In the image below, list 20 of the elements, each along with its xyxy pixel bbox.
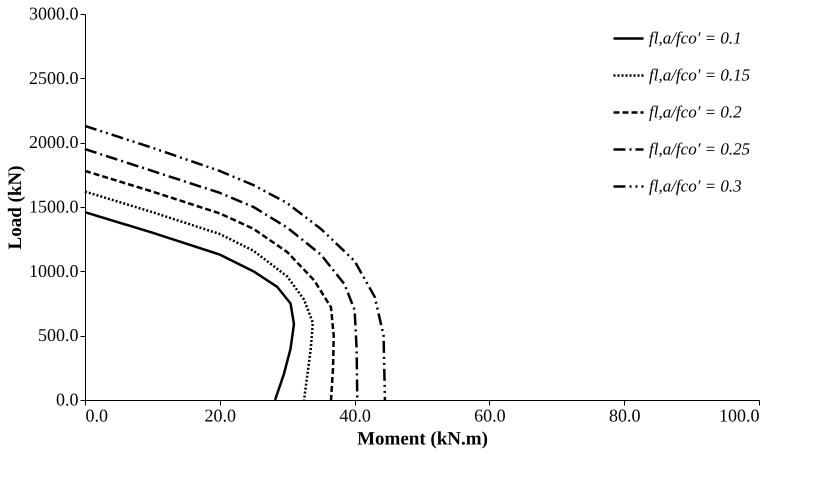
legend-label: fl,a/fco′ = 0.3 bbox=[649, 176, 742, 196]
legend-label: fl,a/fco′ = 0.2 bbox=[649, 102, 742, 122]
x-axis-title: Moment (kN.m) bbox=[357, 428, 488, 450]
y-tick-label: 2500.0 bbox=[29, 68, 78, 88]
legend-label: fl,a/fco′ = 0.25 bbox=[649, 140, 750, 158]
y-tick-label: 3000.0 bbox=[29, 4, 78, 24]
x-tick-label: 80.0 bbox=[608, 406, 640, 426]
y-tick-label: 2000.0 bbox=[29, 132, 78, 152]
y-tick-label: 0.0 bbox=[56, 390, 78, 410]
y-axis-title: Load (kN) bbox=[5, 166, 26, 250]
legend-label: fl,a/fco′ = 0.1 bbox=[649, 28, 742, 48]
y-tick-label: 1500.0 bbox=[29, 196, 78, 216]
x-tick-label: 60.0 bbox=[474, 406, 506, 426]
x-tick-label: 40.0 bbox=[339, 406, 371, 426]
y-tick-label: 500.0 bbox=[38, 325, 78, 346]
legend-label: fl,a/fco′ = 0.15 bbox=[649, 66, 750, 84]
x-tick-label: 0.0 bbox=[86, 406, 108, 426]
y-tick-label: 1000.0 bbox=[29, 260, 78, 281]
x-tick-label: 20.0 bbox=[204, 406, 236, 426]
x-tick-label: 100.0 bbox=[719, 406, 760, 426]
